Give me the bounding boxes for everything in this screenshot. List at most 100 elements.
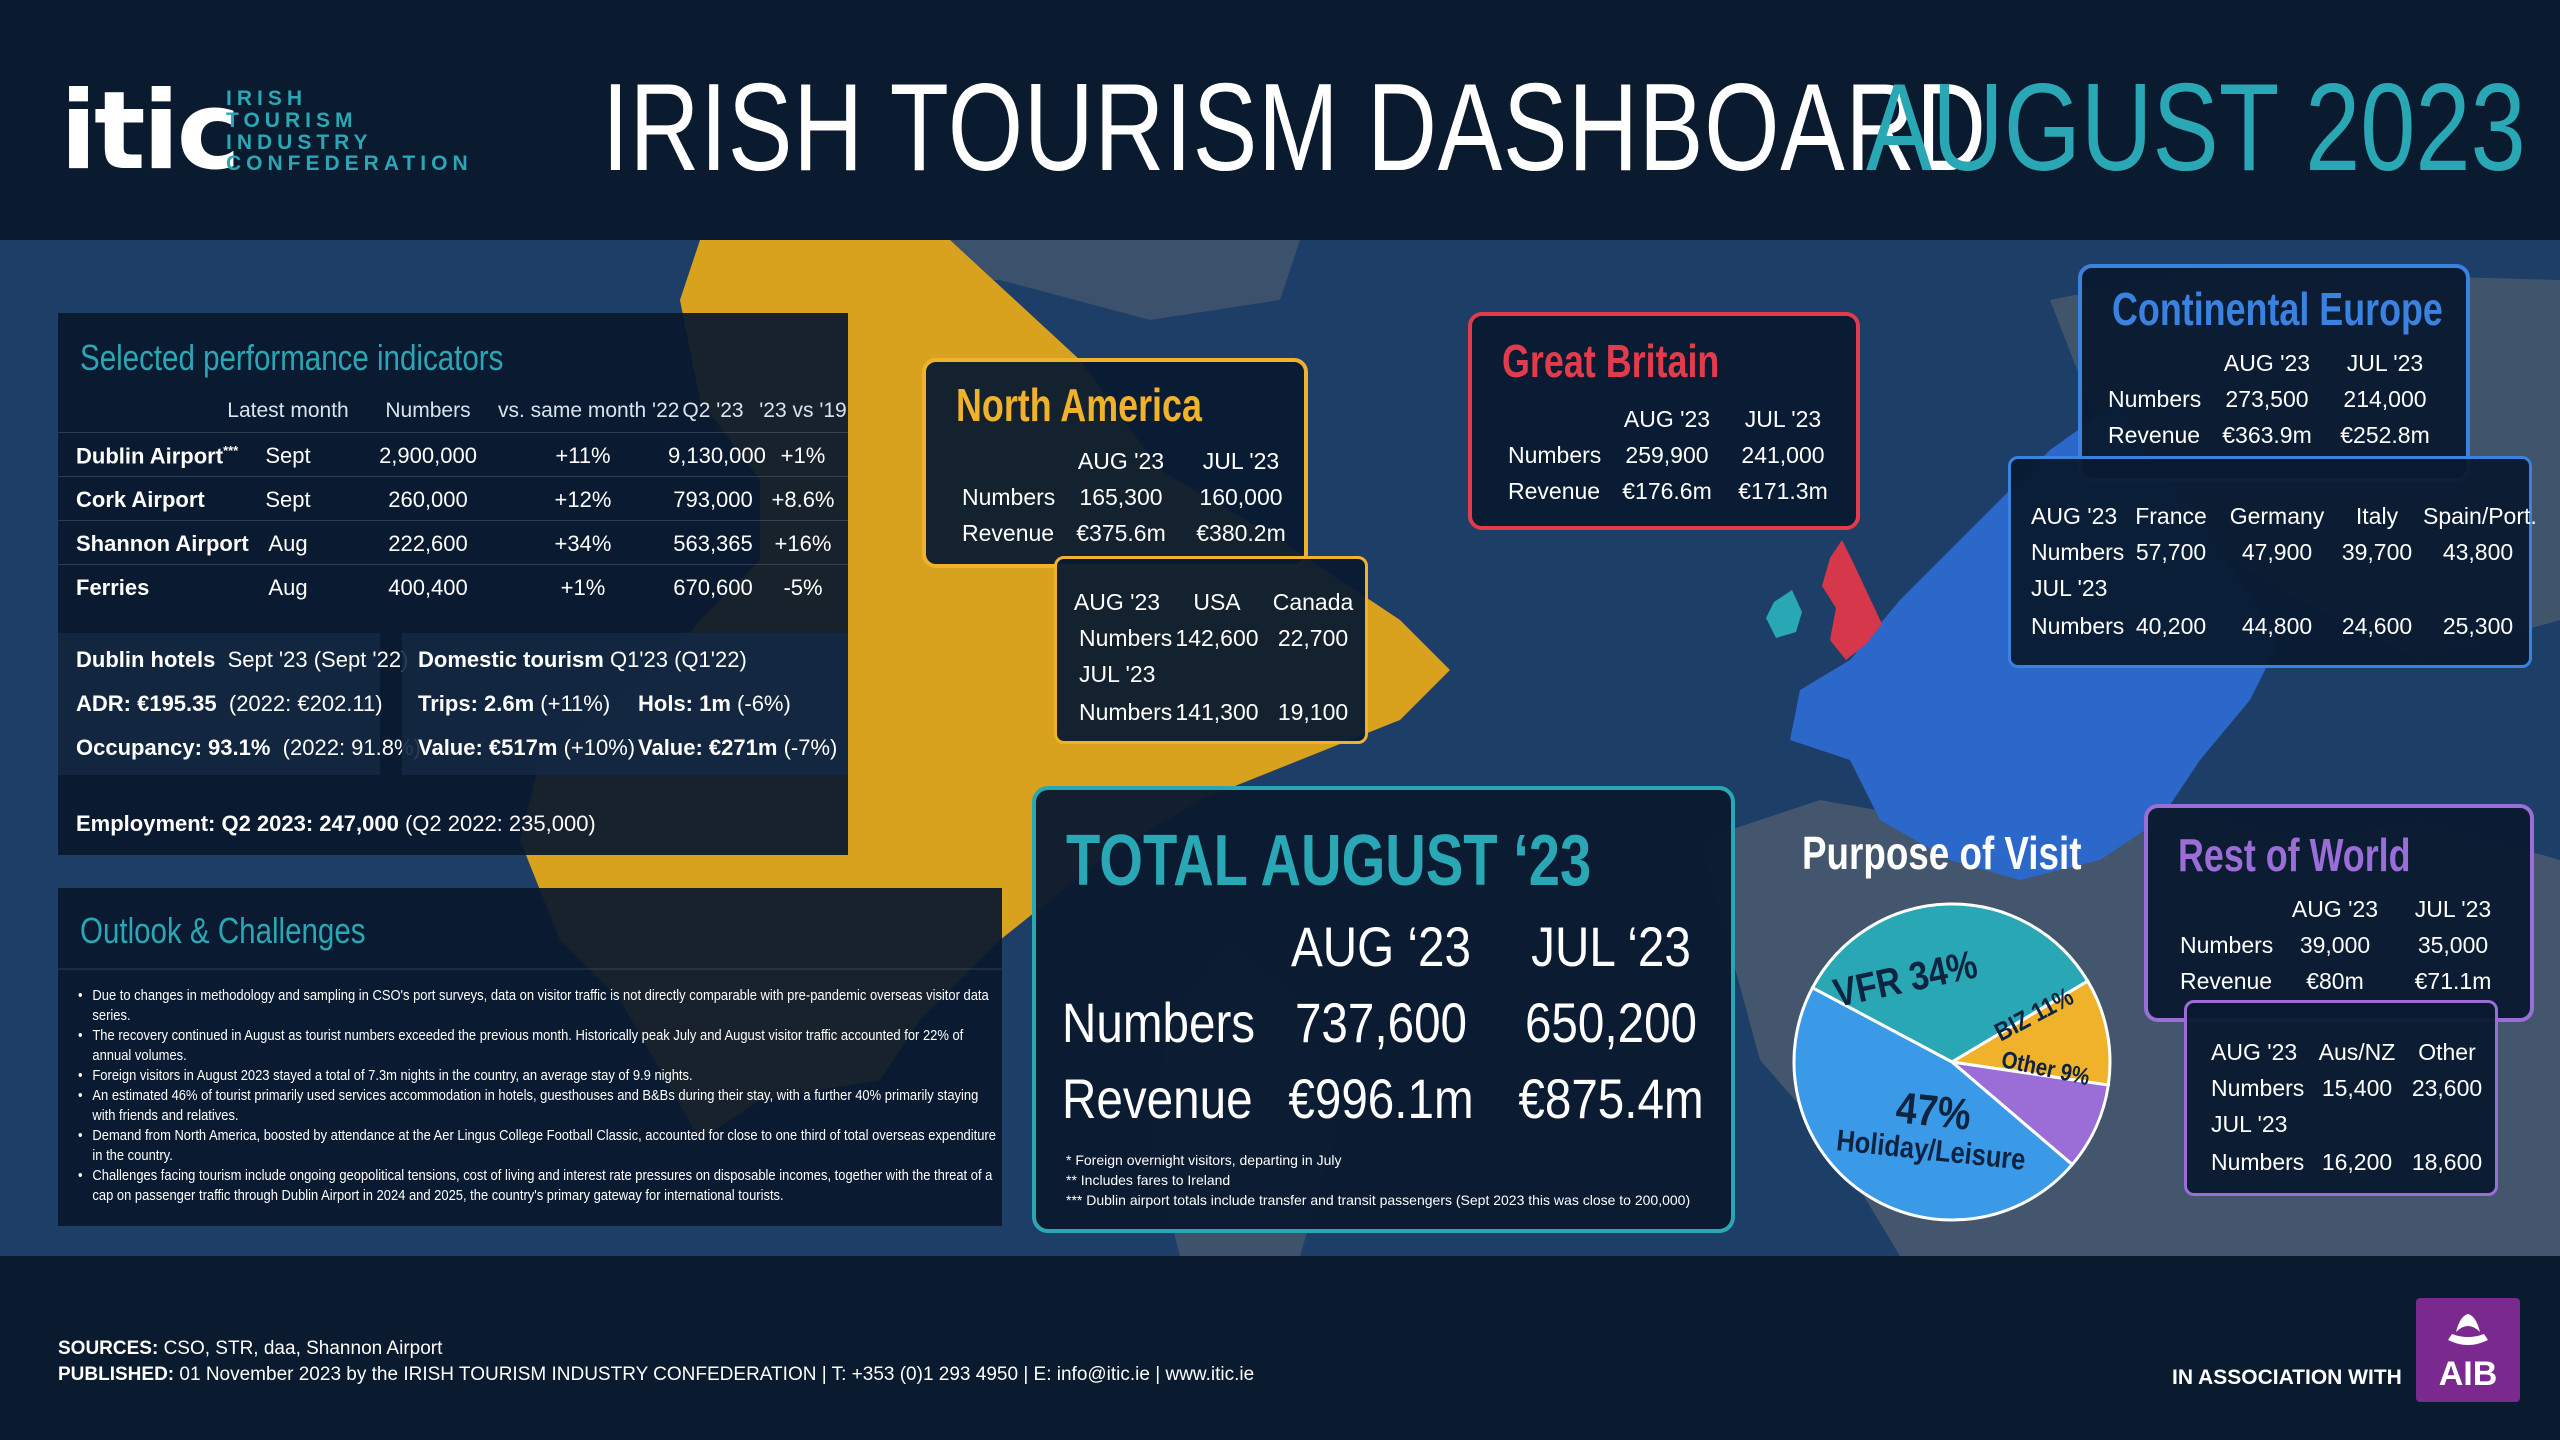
row-label: Numbers: [2108, 386, 2202, 412]
region-title: Rest of World: [2178, 829, 2411, 881]
cell-vs-last-year: +34%: [554, 531, 612, 556]
cell-vs-2019: +8.6%: [771, 487, 835, 512]
row-label: Numbers: [2031, 613, 2125, 639]
association-label: IN ASSOCIATION WITH: [2172, 1366, 2402, 1389]
list-item: An estimated 46% of tourist primarily us…: [78, 1086, 996, 1126]
divider: [58, 968, 1002, 970]
cell-numbers: 222,600: [388, 531, 468, 556]
row-label: Numbers: [2180, 932, 2274, 958]
panel-title: Outlook & Challenges: [80, 910, 366, 951]
outlook-bullets: Due to changes in methodology and sampli…: [78, 986, 1038, 1206]
value: 15,400: [2321, 1075, 2393, 1101]
col-jul: JUL '23: [2414, 896, 2492, 922]
total-box: TOTAL AUGUST ‘23 AUG ‘23 JUL ‘23 Numbers…: [1032, 786, 1735, 1233]
row-label: Numbers: [1079, 699, 1173, 725]
row-name: Cork Airport: [76, 487, 205, 512]
row-label: Revenue: [2108, 422, 2201, 448]
cell-numbers: 2,900,000: [379, 443, 477, 468]
cell-vs-last-year: +12%: [554, 487, 612, 512]
col-country: Spain/Port.: [2423, 503, 2537, 529]
col-aug: AUG '23: [1073, 589, 1161, 615]
col-aug: AUG '23: [1623, 406, 1711, 432]
total-numbers-aug: 737,600: [1294, 991, 1468, 1054]
page-title: IRISH TOURISM DASHBOARD: [602, 59, 1987, 197]
column-header: vs. same month '22: [498, 399, 680, 422]
row-label: JUL '23: [2031, 575, 2108, 601]
value: €380.2m: [1196, 520, 1286, 546]
total-numbers-jul: 650,200: [1524, 991, 1698, 1054]
value: €176.6m: [1622, 478, 1712, 504]
row-name: Shannon Airport: [76, 531, 249, 556]
col-jul: JUL '23: [1202, 448, 1280, 474]
value: 23,600: [2411, 1075, 2483, 1101]
value: 24,600: [2341, 613, 2413, 639]
cell-q2: 670,600: [673, 575, 753, 600]
header: itic IRISH TOURISM INDUSTRY CONFEDERATIO…: [0, 0, 2560, 240]
footnote: * Foreign overnight visitors, departing …: [1066, 1152, 1342, 1168]
row-name: Dublin Airport***: [76, 443, 238, 469]
logo-word: TOURISM: [226, 108, 358, 132]
pie-slices: [1792, 902, 2112, 1222]
row-name-text: Dublin Airport: [76, 443, 224, 469]
hotels-title: Dublin hotels Sept '23 (Sept '22): [76, 647, 409, 672]
cell-vs-2019: +1%: [780, 443, 826, 468]
footnote: ** Includes fares to Ireland: [1066, 1172, 1231, 1188]
logo-word: IRISH: [226, 87, 308, 110]
row-label: Revenue: [2180, 968, 2273, 994]
value: 259,900: [1625, 442, 1709, 468]
column-header: Latest month: [227, 399, 349, 422]
col-country: France: [2135, 503, 2207, 529]
col-country: Canada: [1272, 589, 1354, 615]
purpose-pie-chart: VFR 34% BIZ 11% Other 9% 47% Holiday/Lei…: [1792, 902, 2112, 1222]
list-item: Demand from North America, boosted by at…: [78, 1126, 996, 1166]
row-label: Numbers: [1508, 442, 1602, 468]
continental-europe-box: Continental Europe AUG '23 JUL '23 Numbe…: [2078, 264, 2470, 482]
logo-word: CONFEDERATION: [226, 152, 473, 176]
row-label: Numbers: [2211, 1149, 2305, 1175]
chart-title: Purpose of Visit: [1802, 827, 2082, 879]
row-label: Revenue: [962, 520, 1055, 546]
footer: SOURCES: CSO, STR, daa, Shannon Airport …: [0, 1256, 2560, 1440]
table-row: Cork Airport Sept 260,000 +12% 793,000 +…: [58, 477, 848, 521]
col-aug: AUG '23: [1077, 448, 1165, 474]
row-label: Numbers: [1062, 991, 1256, 1054]
col-aug: AUG ‘23: [1291, 915, 1471, 978]
column-header: '23 vs '19: [759, 399, 847, 422]
sources-line: SOURCES: CSO, STR, daa, Shannon Airport: [58, 1338, 443, 1359]
row-label: Numbers: [962, 484, 1056, 510]
value: €363.9m: [2222, 422, 2312, 448]
value: 214,000: [2343, 386, 2427, 412]
cell-q2: 793,000: [673, 487, 753, 512]
column-header: Q2 '23: [682, 399, 744, 422]
row-label: Revenue: [1508, 478, 1601, 504]
great-britain-box: Great Britain AUG '23 JUL '23 Numbers 25…: [1468, 312, 1860, 530]
table-row: Ferries Aug 400,400 +1% 670,600 -5%: [58, 565, 848, 609]
list-item: The recovery continued in August as tour…: [78, 1026, 996, 1066]
table-row: Dublin Airport*** Sept 2,900,000 +11% 9,…: [58, 433, 848, 477]
cell-vs-2019: +16%: [774, 531, 832, 556]
value: 165,300: [1079, 484, 1163, 510]
value: 57,700: [2135, 539, 2207, 565]
value: 19,100: [1277, 699, 1349, 725]
total-revenue-jul: €875.4m: [1518, 1067, 1704, 1130]
col-aug: AUG '23: [2211, 1039, 2298, 1065]
pie-label-holiday-pct: 47%: [1894, 1082, 1974, 1139]
cell-month: Aug: [268, 575, 308, 600]
cell-vs-2019: -5%: [783, 575, 823, 600]
value: €252.8m: [2340, 422, 2430, 448]
published-line: PUBLISHED: 01 November 2023 by the IRISH…: [58, 1364, 1255, 1385]
dublin-hotels-box: Dublin hotels Sept '23 (Sept '22) ADR: €…: [58, 633, 421, 775]
pie-slice-biz: [1947, 979, 2112, 1087]
rest-of-world-detail: AUG '23 Aus/NZ Other Numbers 15,400 23,6…: [2184, 1000, 2498, 1196]
row-label: JUL '23: [1079, 661, 1156, 687]
value: 39,000: [2299, 932, 2371, 958]
cell-month: Aug: [268, 531, 308, 556]
row-name: Ferries: [76, 575, 150, 600]
row-label: JUL '23: [2211, 1111, 2288, 1137]
value: 39,700: [2341, 539, 2413, 565]
value: 47,900: [2241, 539, 2313, 565]
value: €71.1m: [2414, 968, 2492, 994]
domestic-title: Domestic tourism Q1'23 (Q1'22): [418, 647, 747, 672]
value: €375.6m: [1076, 520, 1166, 546]
north-america-box: North America AUG '23 JUL '23 Numbers 16…: [922, 358, 1308, 568]
